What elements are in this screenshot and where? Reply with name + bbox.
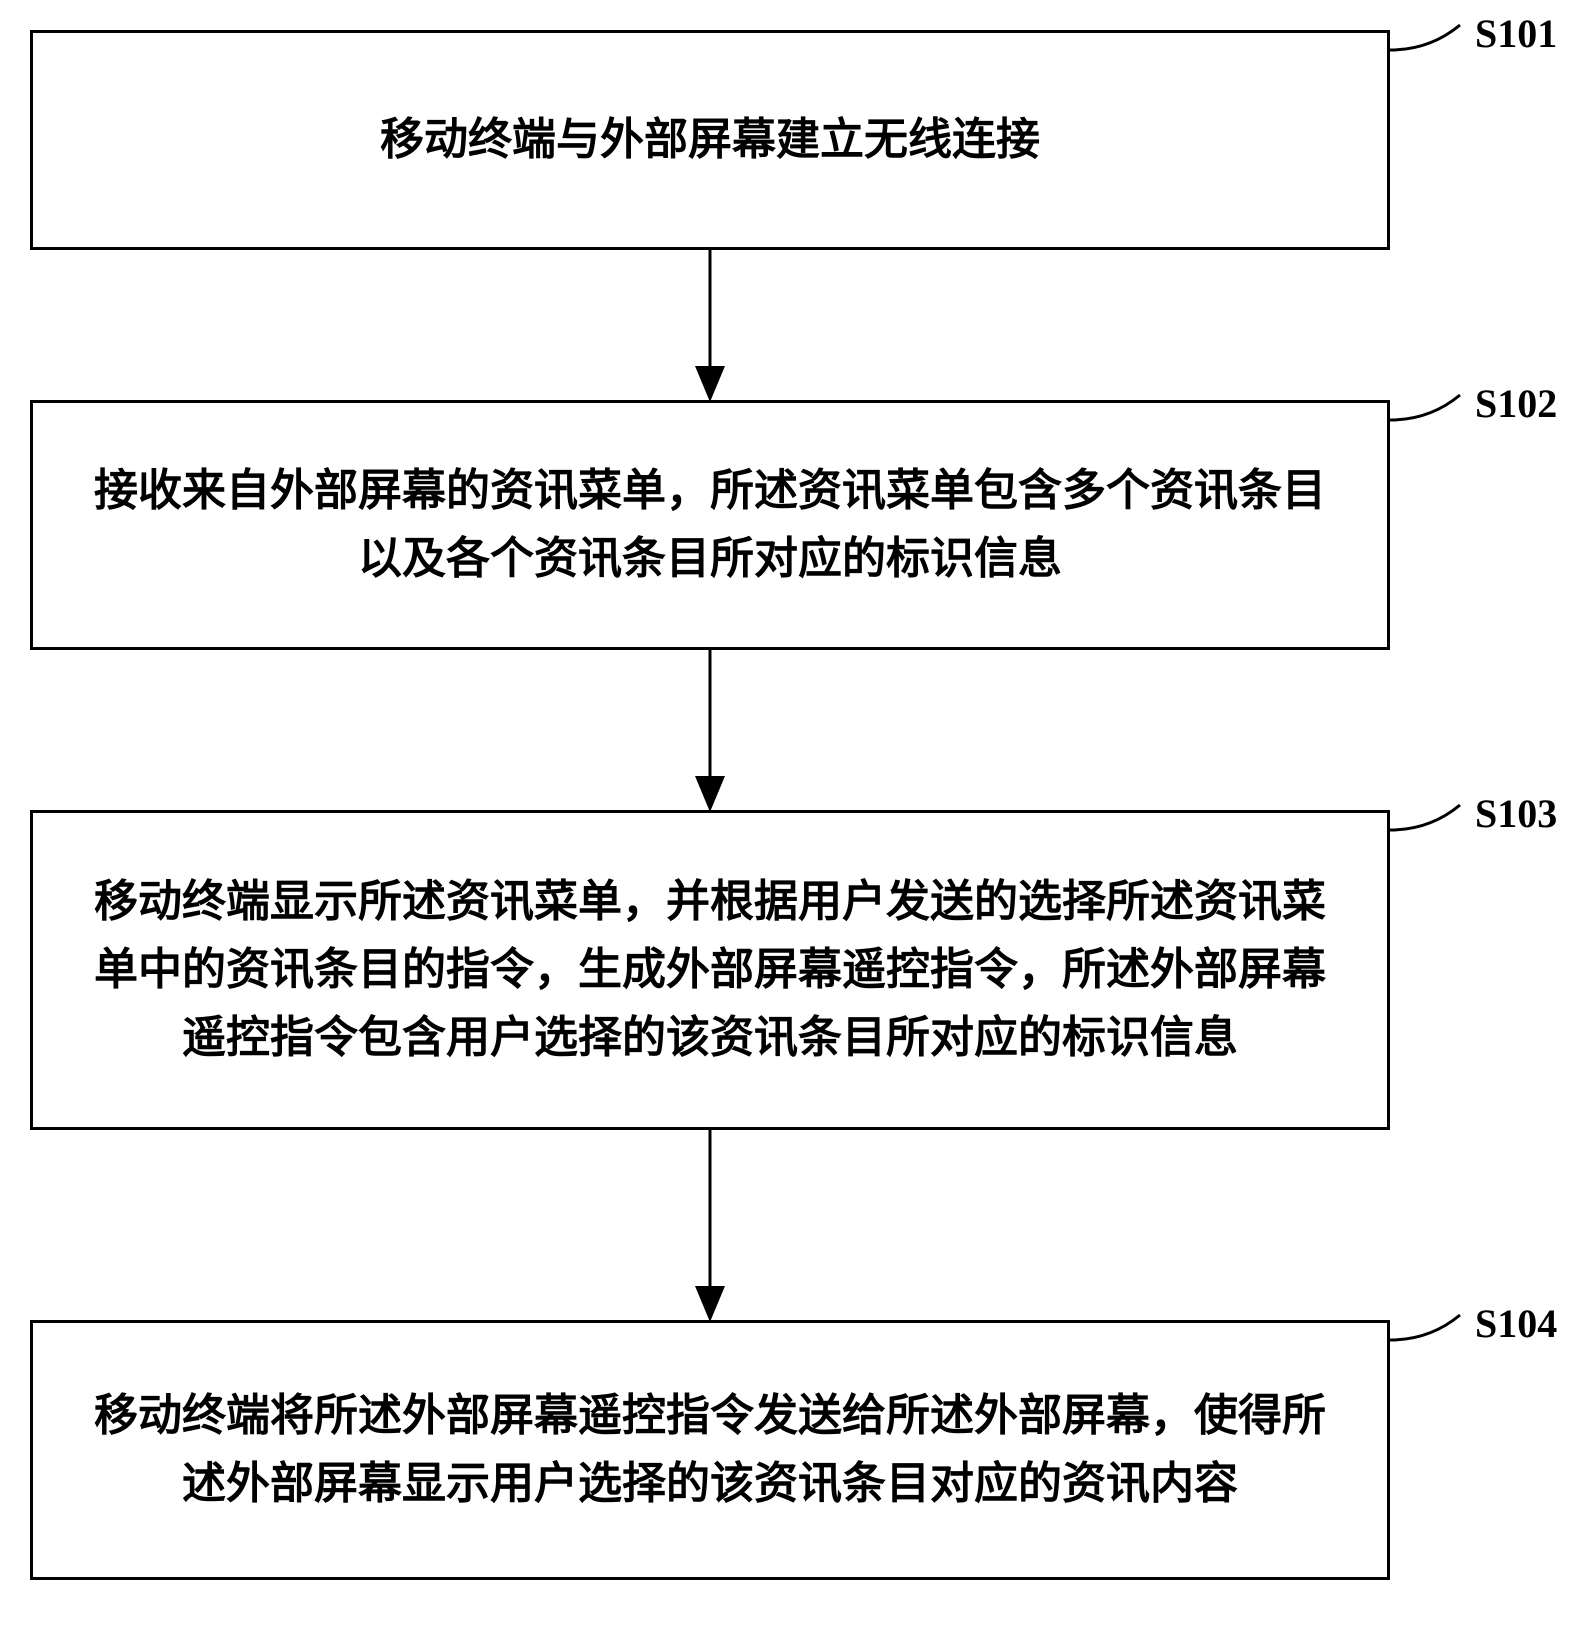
label-connector-s101 — [1390, 25, 1460, 50]
step-box-s101: 移动终端与外部屏幕建立无线连接 — [30, 30, 1390, 250]
label-connector-s104 — [1390, 1315, 1460, 1340]
step-text-s101: 移动终端与外部屏幕建立无线连接 — [380, 106, 1040, 174]
label-connector-s102 — [1390, 395, 1460, 420]
step-text-s102: 接收来自外部屏幕的资讯菜单，所述资讯菜单包含多个资讯条目以及各个资讯条目所对应的… — [73, 457, 1347, 593]
step-label-s101: S101 — [1475, 10, 1557, 57]
step-box-s104: 移动终端将所述外部屏幕遥控指令发送给所述外部屏幕，使得所述外部屏幕显示用户选择的… — [30, 1320, 1390, 1580]
flowchart-canvas: 移动终端与外部屏幕建立无线连接 S101 接收来自外部屏幕的资讯菜单，所述资讯菜… — [0, 0, 1581, 1646]
step-box-s103: 移动终端显示所述资讯菜单，并根据用户发送的选择所述资讯菜单中的资讯条目的指令，生… — [30, 810, 1390, 1130]
step-label-s102: S102 — [1475, 380, 1557, 427]
step-box-s102: 接收来自外部屏幕的资讯菜单，所述资讯菜单包含多个资讯条目以及各个资讯条目所对应的… — [30, 400, 1390, 650]
step-label-s103: S103 — [1475, 790, 1557, 837]
step-text-s103: 移动终端显示所述资讯菜单，并根据用户发送的选择所述资讯菜单中的资讯条目的指令，生… — [73, 868, 1347, 1073]
label-connector-s103 — [1390, 805, 1460, 830]
step-text-s104: 移动终端将所述外部屏幕遥控指令发送给所述外部屏幕，使得所述外部屏幕显示用户选择的… — [73, 1382, 1347, 1518]
step-label-s104: S104 — [1475, 1300, 1557, 1347]
